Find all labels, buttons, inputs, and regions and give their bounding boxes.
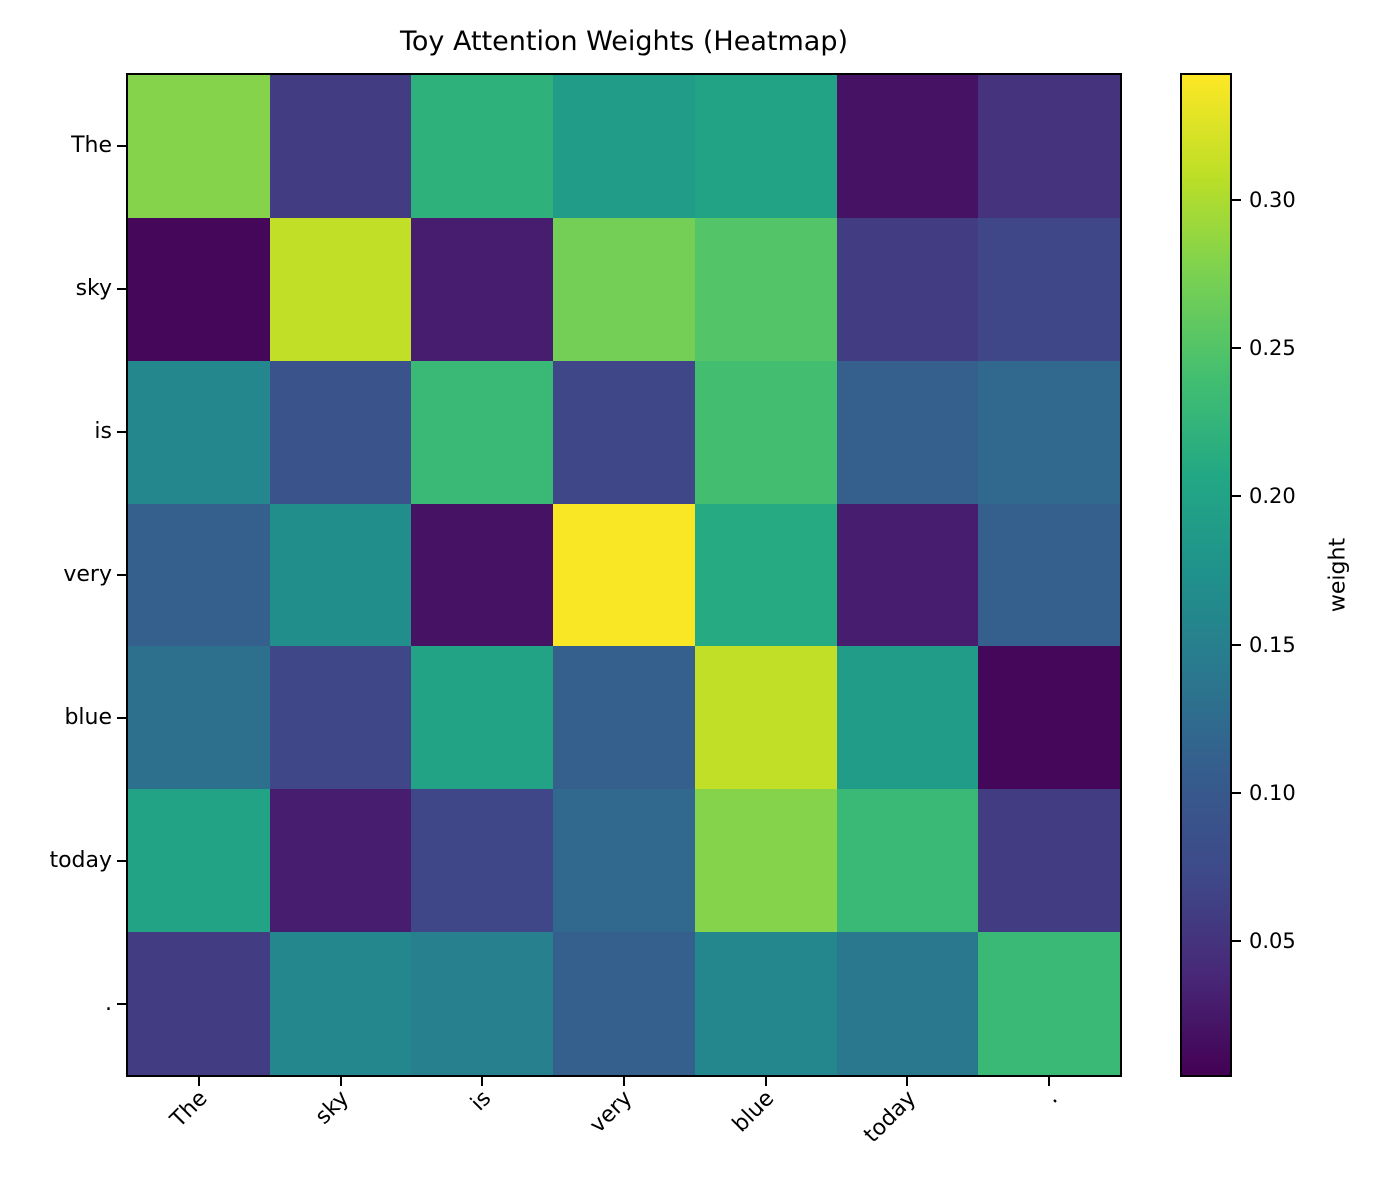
heatmap-cell: [269, 789, 412, 933]
colorbar-tick: [1232, 792, 1241, 795]
heatmap-cell: [269, 75, 412, 218]
heatmap-cell: [411, 789, 554, 933]
heatmap-grid: [126, 73, 1122, 1077]
heatmap-cell: [836, 932, 979, 1075]
heatmap-cell: [836, 646, 979, 790]
heatmap-cell: [694, 360, 837, 504]
heatmap-cell: [978, 75, 1120, 218]
heatmap-cell: [128, 789, 270, 933]
heatmap-cell: [128, 75, 270, 218]
heatmap-cell: [411, 217, 554, 361]
heatmap-cell: [553, 217, 695, 361]
y-axis-tick: [117, 859, 126, 862]
x-tick-label: blue: [728, 1086, 780, 1138]
heatmap-cell: [978, 646, 1120, 790]
y-tick-label: .: [105, 990, 112, 1016]
y-axis-tick: [117, 288, 126, 291]
heatmap-cell: [553, 503, 695, 647]
heatmap-cell: [978, 789, 1120, 933]
heatmap-cell: [411, 932, 554, 1075]
heatmap-cell: [128, 646, 270, 790]
heatmap-cell: [836, 217, 979, 361]
heatmap-cell: [978, 217, 1120, 361]
colorbar-tick: [1232, 346, 1241, 349]
x-axis-tick: [197, 1077, 200, 1086]
colorbar-tick-label: 0.25: [1249, 335, 1296, 360]
x-axis-tick: [764, 1077, 767, 1086]
heatmap-cell: [836, 503, 979, 647]
y-tick-label: today: [49, 847, 112, 873]
x-axis-tick: [481, 1077, 484, 1086]
heatmap-cell: [269, 503, 412, 647]
colorbar-axis-label: weight: [1325, 537, 1351, 613]
heatmap-cell: [128, 360, 270, 504]
heatmap-cell: [553, 646, 695, 790]
heatmap-cell: [978, 503, 1120, 647]
heatmap-cell: [836, 75, 979, 218]
heatmap-cell: [128, 503, 270, 647]
heatmap-cell: [694, 646, 837, 790]
colorbar: [1180, 73, 1232, 1077]
heatmap-cell: [836, 360, 979, 504]
colorbar-tick-label: 0.30: [1249, 187, 1296, 212]
heatmap-cell: [553, 360, 695, 504]
heatmap-cell: [411, 646, 554, 790]
heatmap-cell: [553, 75, 695, 218]
chart-title: Toy Attention Weights (Heatmap): [400, 26, 848, 57]
heatmap-cell: [269, 360, 412, 504]
heatmap-cell: [553, 789, 695, 933]
x-axis-tick: [339, 1077, 342, 1086]
heatmap-cell: [978, 932, 1120, 1075]
y-axis-tick: [117, 574, 126, 576]
heatmap-cell: [269, 217, 412, 361]
x-tick-label: The: [165, 1086, 213, 1133]
heatmap-cell: [836, 789, 979, 933]
x-tick-label: very: [585, 1086, 638, 1139]
x-axis-tick: [906, 1077, 909, 1086]
y-tick-label: sky: [75, 276, 112, 302]
heatmap-cell: [694, 789, 837, 933]
colorbar-tick-label: 0.20: [1249, 484, 1296, 509]
x-tick-label: .: [1040, 1086, 1063, 1109]
colorbar-tick-label: 0.15: [1249, 632, 1296, 657]
colorbar-tick: [1232, 495, 1241, 498]
y-axis-tick: [117, 145, 126, 148]
y-axis-tick: [117, 1002, 126, 1005]
y-tick-label: very: [63, 562, 112, 587]
y-axis-tick: [117, 716, 126, 719]
colorbar-tick: [1232, 643, 1241, 646]
heatmap-cell: [411, 360, 554, 504]
colorbar-tick-label: 0.05: [1249, 929, 1296, 954]
heatmap-cell: [128, 217, 270, 361]
colorbar-tick-label: 0.10: [1249, 781, 1296, 806]
x-axis-tick: [623, 1077, 625, 1086]
heatmap-cell: [694, 75, 837, 218]
heatmap-cell: [269, 932, 412, 1075]
heatmap-cell: [694, 932, 837, 1075]
heatmap-cell: [128, 932, 270, 1075]
x-axis-tick: [1048, 1077, 1051, 1086]
heatmap-cell: [553, 932, 695, 1075]
y-tick-label: The: [71, 133, 112, 159]
heatmap-cell: [694, 503, 837, 647]
y-axis-tick: [117, 431, 126, 434]
heatmap-cell: [411, 75, 554, 218]
colorbar-tick: [1232, 940, 1241, 943]
x-tick-label: sky: [310, 1086, 355, 1130]
x-tick-label: is: [465, 1086, 496, 1117]
heatmap-cell: [694, 217, 837, 361]
heatmap-cell: [269, 646, 412, 790]
y-tick-label: blue: [64, 704, 112, 730]
colorbar-tick: [1232, 198, 1241, 201]
heatmap-cell: [411, 503, 554, 647]
heatmap-cell: [978, 360, 1120, 504]
x-tick-label: today: [859, 1086, 922, 1148]
y-tick-label: is: [94, 419, 112, 445]
